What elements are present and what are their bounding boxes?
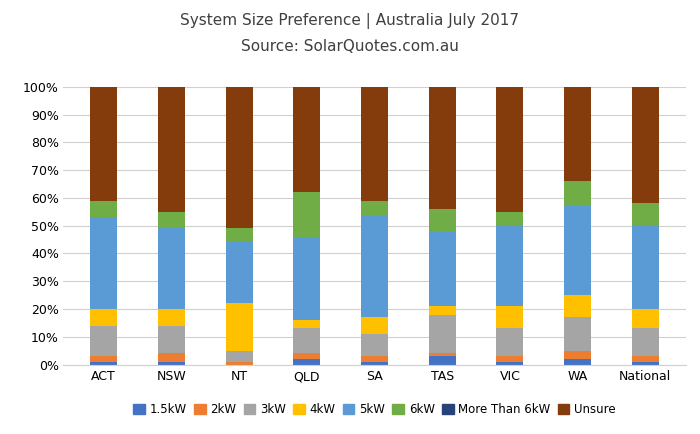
Bar <box>496 356 524 362</box>
Bar <box>361 201 388 214</box>
Text: Source: SolarQuotes.com.au: Source: SolarQuotes.com.au <box>241 39 459 54</box>
Bar <box>564 206 592 295</box>
Bar <box>293 353 321 359</box>
Bar <box>361 334 388 356</box>
Bar <box>564 317 592 351</box>
Bar <box>293 192 321 237</box>
Bar <box>225 242 253 303</box>
Bar <box>496 362 524 365</box>
Bar <box>428 209 456 231</box>
Bar <box>225 87 253 228</box>
Bar <box>225 351 253 362</box>
Bar <box>90 309 117 326</box>
Bar <box>428 356 456 365</box>
Bar <box>632 356 659 362</box>
Bar <box>496 212 524 226</box>
Legend: 1.5kW, 2kW, 3kW, 4kW, 5kW, 6kW, More Than 6kW, Unsure: 1.5kW, 2kW, 3kW, 4kW, 5kW, 6kW, More Tha… <box>129 398 620 421</box>
Bar <box>632 362 659 365</box>
Bar <box>225 303 253 351</box>
Bar <box>361 317 388 334</box>
Bar <box>158 353 185 362</box>
Bar <box>564 351 592 359</box>
Bar <box>564 359 592 365</box>
Bar <box>90 356 117 362</box>
Bar <box>564 181 592 206</box>
Bar <box>225 228 253 242</box>
Bar <box>361 362 388 365</box>
Bar <box>293 237 321 320</box>
Text: System Size Preference | Australia July 2017: System Size Preference | Australia July … <box>181 13 519 29</box>
Bar <box>632 204 659 226</box>
Bar <box>293 329 321 353</box>
Bar <box>361 214 388 317</box>
Bar <box>496 306 524 329</box>
Bar <box>428 87 456 209</box>
Bar <box>90 87 117 201</box>
Bar <box>632 87 659 204</box>
Bar <box>428 306 456 315</box>
Bar <box>90 201 117 217</box>
Bar <box>293 359 321 365</box>
Bar <box>428 315 456 353</box>
Bar <box>361 87 388 201</box>
Bar <box>496 226 524 306</box>
Bar <box>496 87 524 212</box>
Bar <box>158 362 185 365</box>
Bar <box>90 362 117 365</box>
Bar <box>158 212 185 228</box>
Bar <box>158 228 185 309</box>
Bar <box>90 326 117 356</box>
Bar <box>632 309 659 329</box>
Bar <box>361 356 388 362</box>
Bar <box>225 362 253 365</box>
Bar <box>90 217 117 309</box>
Bar <box>632 329 659 356</box>
Bar <box>632 226 659 309</box>
Bar <box>158 326 185 353</box>
Bar <box>158 87 185 212</box>
Bar <box>158 309 185 326</box>
Bar <box>564 87 592 181</box>
Bar <box>293 87 321 192</box>
Bar <box>496 329 524 356</box>
Bar <box>428 231 456 306</box>
Bar <box>293 320 321 329</box>
Bar <box>564 295 592 317</box>
Bar <box>428 353 456 356</box>
